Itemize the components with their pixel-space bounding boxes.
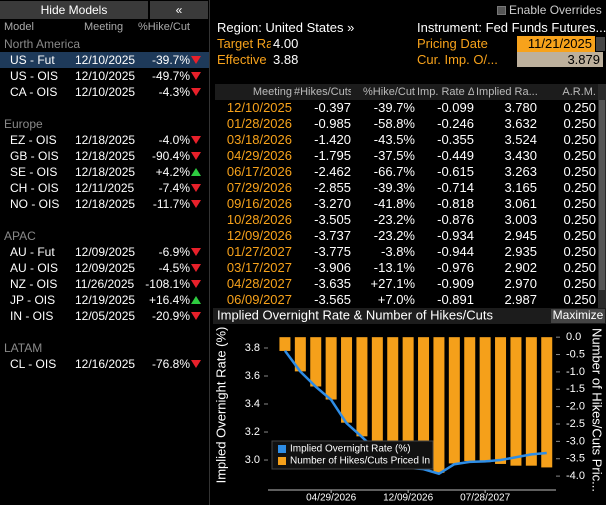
- legend-swatch: [278, 445, 286, 453]
- bar: [526, 337, 537, 466]
- legend-label: Implied Overnight Rate (%): [290, 444, 411, 455]
- bar: [541, 337, 552, 467]
- y2-axis-title: Number of Hikes/Cuts Pric...: [590, 328, 605, 492]
- y2-tick-label: -4.0: [566, 470, 585, 482]
- bar: [433, 337, 444, 473]
- bar: [464, 337, 475, 461]
- bar: [480, 337, 491, 462]
- bar: [510, 337, 521, 466]
- y-axis-title: Implied Overnight Rate (%): [213, 327, 228, 484]
- y2-tick-label: -1.0: [566, 366, 585, 378]
- y2-tick-label: -2.0: [566, 401, 585, 413]
- x-tick-label: 07/28/2027: [460, 493, 510, 504]
- bar: [356, 337, 367, 436]
- y2-tick-label: -1.5: [566, 383, 585, 395]
- y-tick-label: 3.2: [245, 426, 260, 438]
- bar: [449, 337, 460, 463]
- y-tick-label: 3.4: [245, 398, 260, 410]
- y2-tick-label: -2.5: [566, 418, 585, 430]
- bar: [310, 337, 321, 386]
- y-tick-label: 3.8: [245, 342, 260, 354]
- y2-tick-label: -3.5: [566, 453, 585, 465]
- y2-tick-label: 0.0: [566, 331, 581, 343]
- legend-swatch: [278, 457, 286, 465]
- legend-label: Number of Hikes/Cuts Priced In: [290, 456, 430, 467]
- x-tick-label: 12/09/2026: [383, 493, 433, 504]
- y2-tick-label: -0.5: [566, 348, 585, 360]
- bar: [279, 337, 290, 351]
- y-tick-label: 3.0: [245, 454, 260, 466]
- bar: [495, 337, 506, 464]
- bar: [341, 337, 352, 423]
- maximize-label: Maximize: [553, 308, 604, 322]
- chart-title: Implied Overnight Rate & Number of Hikes…: [217, 307, 493, 322]
- y-tick-label: 3.6: [245, 370, 260, 382]
- bar: [326, 337, 337, 399]
- x-tick-label: 04/29/2026: [306, 493, 356, 504]
- y2-tick-label: -3.0: [566, 435, 585, 447]
- bar: [372, 337, 383, 451]
